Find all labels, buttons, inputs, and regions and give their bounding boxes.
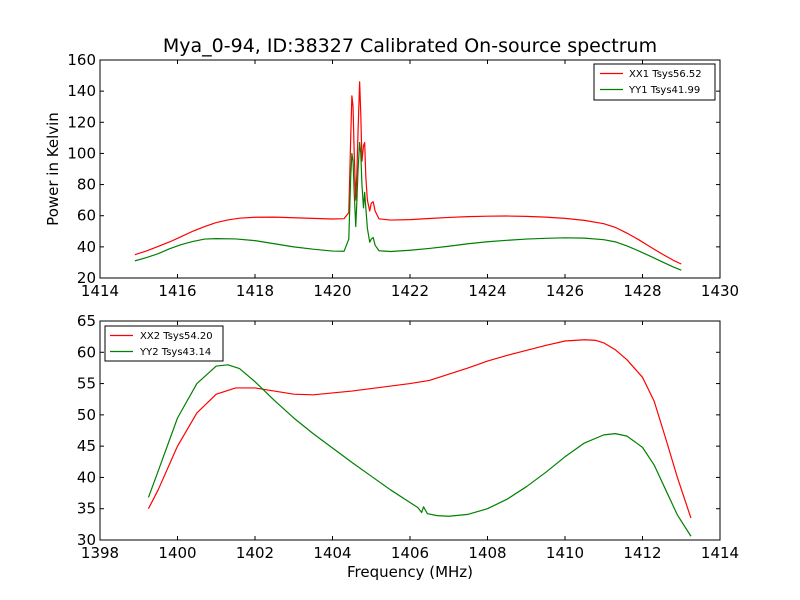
bottom-xtick-label: 1400 <box>158 544 196 562</box>
top-ytick-label: 140 <box>67 82 96 100</box>
top-xtick-label: 1430 <box>701 282 739 300</box>
top-ytick-label: 120 <box>67 113 96 131</box>
top-xtick-label: 1416 <box>158 282 196 300</box>
bottom-xtick-label: 1410 <box>546 544 584 562</box>
bottom-panel-xlabel: Frequency (MHz) <box>347 563 473 581</box>
top-ytick-label: 40 <box>77 238 96 256</box>
bottom-ytick-label: 65 <box>77 312 96 330</box>
top-ytick-label: 60 <box>77 207 96 225</box>
bottom-ytick-label: 50 <box>77 406 96 424</box>
top-legend-box <box>593 63 716 101</box>
bottom-ytick-label: 55 <box>77 375 96 393</box>
top-series-line-2 <box>134 141 682 271</box>
top-ytick-label: 100 <box>67 144 96 162</box>
top-legend-label-yy1: YY1 Tsys41.99 <box>628 85 700 96</box>
bottom-legend-label-yy2: YY2 Tsys43.14 <box>139 347 211 358</box>
top-xtick-label: 1422 <box>391 282 429 300</box>
top-xtick-label: 1428 <box>623 282 661 300</box>
bottom-series-line-2 <box>147 364 692 537</box>
top-xtick-label: 1420 <box>313 282 351 300</box>
top-ytick-label: 20 <box>77 269 96 287</box>
bottom-xtick-label: 1398 <box>81 544 119 562</box>
top-legend: XX1 Tsys56.52 YY1 Tsys41.99 <box>593 63 716 101</box>
top-panel-ticks: 1414 1416 1418 1420 1422 1424 1426 1428 1430 20 40… <box>67 51 739 300</box>
top-xtick-label: 1424 <box>468 282 506 300</box>
bottom-series-line-1 <box>147 339 692 519</box>
bottom-xtick-label: 1408 <box>468 544 506 562</box>
top-xtick-label: 1418 <box>236 282 274 300</box>
bottom-ytick-label: 30 <box>77 531 96 549</box>
figure-title: Mya_0-94, ID:38327 Calibrated On-source … <box>163 35 657 57</box>
top-panel-series-group <box>134 81 682 271</box>
top-xtick-label: 1414 <box>81 282 119 300</box>
bottom-ytick-label: 60 <box>77 343 96 361</box>
bottom-xtick-label: 1406 <box>391 544 429 562</box>
bottom-xtick-label: 1402 <box>236 544 274 562</box>
bottom-ytick-label: 35 <box>77 500 96 518</box>
bottom-ytick-label: 45 <box>77 437 96 455</box>
bottom-legend-label-xx2: XX2 Tsys54.20 <box>140 331 213 342</box>
top-panel: 1414 1416 1418 1420 1422 1424 1426 1428 1430 20 40… <box>44 51 739 300</box>
bottom-panel-series-group <box>147 339 692 537</box>
bottom-ytick-label: 40 <box>77 468 96 486</box>
top-panel-ylabel: Power in Kelvin <box>44 112 62 226</box>
bottom-panel: 1398 1400 1402 1404 1406 1408 1410 1412 1414 30 35… <box>77 312 739 581</box>
bottom-legend-box <box>104 325 224 362</box>
bottom-panel-ticks: 1398 1400 1402 1404 1406 1408 1410 1412 1414 30 35… <box>77 312 739 562</box>
top-xtick-label: 1426 <box>546 282 584 300</box>
top-ytick-label: 80 <box>77 176 96 194</box>
bottom-xtick-label: 1404 <box>313 544 351 562</box>
bottom-xtick-label: 1412 <box>623 544 661 562</box>
top-ytick-label: 160 <box>67 51 96 69</box>
bottom-xtick-label: 1414 <box>701 544 739 562</box>
bottom-legend: XX2 Tsys54.20 YY2 Tsys43.14 <box>104 325 224 362</box>
top-series-line-1 <box>134 81 682 265</box>
top-legend-label-xx1: XX1 Tsys56.52 <box>629 69 702 80</box>
